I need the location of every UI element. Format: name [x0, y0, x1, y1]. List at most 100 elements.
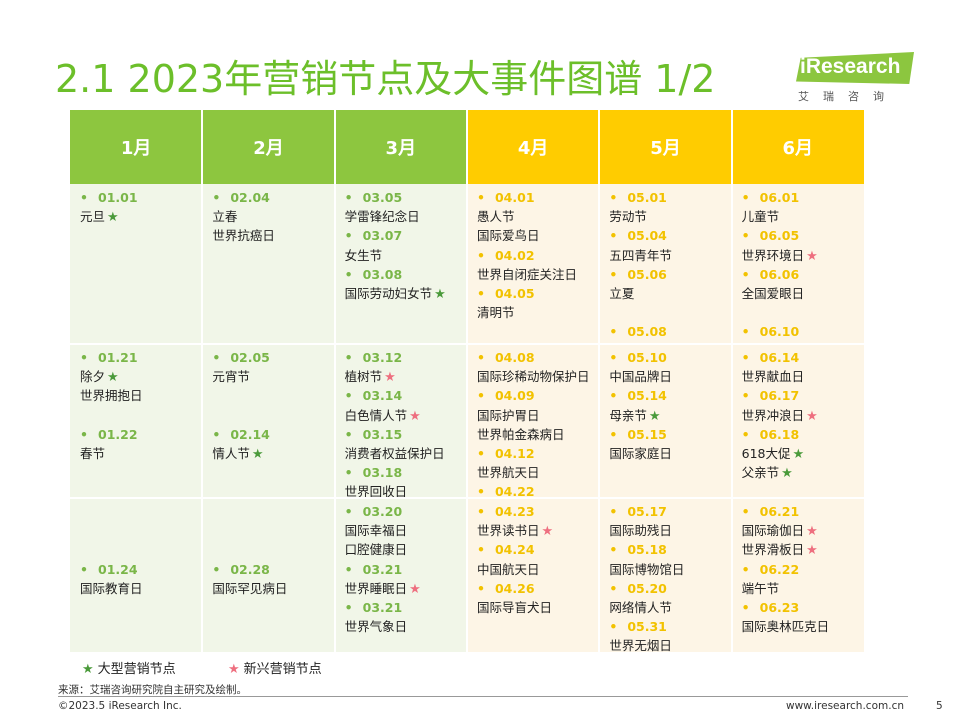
event-name-text: 学雷锋纪念日 — [344, 209, 420, 225]
event-name-text: 情人节 — [212, 445, 250, 461]
page-number: 5 — [936, 700, 943, 712]
event-name-text: 元宵节 — [212, 369, 250, 385]
event-name-text: 国际教育日 — [80, 580, 143, 596]
event-date: • 05.20 — [609, 579, 731, 598]
bullet-icon: • — [609, 324, 618, 340]
spacer — [212, 521, 334, 540]
event-name: 世界拥抱日 — [80, 386, 202, 405]
event-name: 国际教育日 — [80, 579, 202, 598]
event-name-text: 儿童节 — [741, 209, 780, 225]
bullet-icon: • — [80, 190, 88, 205]
event-name-text: 元旦 — [80, 209, 106, 225]
calendar-cell: • 04.01 愚人节 国际爱鸟日 • 04.02 世界自闭症关注日 • 04.05 清明节 — [466, 184, 600, 344]
event-date: • 03.05 — [345, 188, 467, 207]
bullet-icon: • — [741, 504, 750, 519]
event-name: 情人节 ★ — [212, 444, 334, 463]
calendar-cell: • 05.17 国际助残日 • 05.18 国际博物馆日 • 05.20 网络情人节 • 05.31… — [599, 498, 732, 653]
calendar-cell: • 06.14 世界献血日 • 06.17 世界冲浪日 ★ • 06.18 618大促 ★ 父亲节 ★ — [731, 344, 864, 498]
event-name: 国际幸福日 — [345, 521, 467, 540]
event-date: • 03.08 — [345, 265, 467, 284]
bullet-icon: • — [609, 426, 618, 442]
event-name-text: 清明节 — [476, 305, 515, 321]
event-date-text: 05.01 — [627, 190, 667, 205]
spacer — [212, 406, 334, 425]
event-date-text: 02.14 — [230, 426, 270, 442]
event-date: • 05.15 — [609, 425, 731, 444]
new-star-icon: ★ — [806, 543, 818, 559]
event-name-text: 端午节 — [741, 580, 780, 596]
event-date-text: 04.08 — [494, 350, 535, 365]
event-date: • 04.12 — [477, 444, 599, 463]
event-date-text: 05.14 — [627, 388, 667, 404]
event-date: • 06.01 — [742, 188, 864, 207]
event-date: • 03.18 — [345, 463, 467, 482]
bullet-icon: • — [344, 465, 353, 481]
event-date-text: 01.24 — [98, 561, 138, 577]
event-name: 国际导盲犬日 — [477, 598, 599, 617]
event-name-text: 世界自闭症关注日 — [476, 266, 577, 282]
calendar-cell: • 02.28 国际罕见病日 — [202, 498, 335, 652]
event-name: 国际爱鸟日 — [477, 226, 599, 245]
new-star-icon: ★ — [806, 248, 818, 264]
event-date: • 02.14 — [212, 425, 334, 444]
new-star-icon: ★ — [541, 524, 554, 540]
bullet-icon: • — [609, 350, 618, 365]
bullet-icon: • — [476, 247, 485, 263]
event-date: • 06.10 — [742, 322, 864, 341]
bullet-icon: • — [609, 580, 618, 596]
bullet-icon: • — [212, 561, 221, 577]
event-date-text: 02.04 — [230, 190, 270, 205]
event-date: • 05.14 — [609, 386, 731, 405]
event-name-text: 女生节 — [344, 247, 383, 263]
event-name: 中国航天日 — [477, 560, 599, 579]
event-date: • 04.24 — [477, 540, 599, 559]
event-date: • 04.01 — [477, 188, 599, 207]
bullet-icon: • — [476, 190, 485, 205]
event-name: 618大促 ★ — [742, 444, 864, 463]
event-name-text: 世界滑板日 — [741, 542, 805, 558]
event-name: 父亲节 ★ — [742, 463, 864, 482]
bullet-icon: • — [212, 426, 221, 442]
calendar-cell: • 04.08 国际珍稀动物保护日 • 04.09 国际护胃日 世界帕金森病日 • 04.12 世… — [466, 344, 600, 520]
event-name: 中国品牌日 — [609, 367, 731, 386]
event-date: • 03.07 — [345, 226, 467, 245]
event-date-text: 04.24 — [494, 542, 535, 558]
event-date: • 04.22 — [477, 482, 599, 501]
month-header: 6月 — [731, 110, 864, 184]
event-name: 世界帕金森病日 — [477, 425, 599, 444]
event-name-text: 世界睡眠日 — [344, 580, 408, 596]
calendar-cell: • 02.04 立春 世界抗癌日 — [202, 184, 335, 344]
bullet-icon: • — [609, 266, 618, 282]
event-name-text: 父亲节 — [741, 465, 780, 481]
bullet-icon: • — [609, 542, 618, 558]
event-name: 春节 — [80, 444, 202, 463]
calendar-cell: • 05.10 中国品牌日 • 05.14 母亲节 ★ • 05.15 国际家庭日 — [599, 344, 732, 498]
spacer — [212, 540, 334, 559]
calendar-table: 1月 • 01.01 元旦 ★ • 01.21 除夕 ★ 世界拥抱日 • 01.22 春节 • 01.24 国… — [70, 110, 864, 653]
event-date-text: 04.09 — [494, 388, 535, 404]
event-name: 消费者权益保护日 — [345, 444, 467, 463]
event-name-text: 劳动节 — [609, 209, 647, 225]
event-date-text: 05.06 — [627, 266, 667, 282]
event-date-text: 04.12 — [494, 445, 535, 461]
event-name-text: 国际奥林匹克日 — [741, 619, 830, 635]
calendar-cell: • 01.21 除夕 ★ 世界拥抱日 • 01.22 春节 — [70, 344, 203, 498]
event-date-text: 06.06 — [759, 266, 800, 282]
event-date-text: 03.21 — [362, 561, 403, 577]
event-name-text: 国际助残日 — [609, 523, 672, 539]
big-star-icon: ★ — [251, 446, 264, 462]
bullet-icon: • — [741, 228, 750, 244]
calendar-cell: •05.01劳动节•05.04五四青年节•05.06立夏•05.08世界微笑日世… — [599, 184, 732, 378]
bullet-icon: • — [741, 599, 750, 615]
event-name: 愚人节 — [477, 207, 599, 226]
event-date: • 04.08 — [477, 348, 599, 367]
event-date-text: 04.02 — [494, 247, 535, 263]
event-name-text: 国际珍稀动物保护日 — [476, 369, 590, 385]
bullet-icon: • — [80, 426, 88, 442]
bullet-icon: • — [344, 504, 353, 519]
bullet-icon: • — [741, 324, 750, 340]
big-star-icon: ★ — [82, 662, 94, 677]
event-date: • 06.17 — [742, 386, 864, 405]
bullet-icon: • — [80, 350, 88, 365]
bullet-icon: • — [741, 350, 750, 365]
